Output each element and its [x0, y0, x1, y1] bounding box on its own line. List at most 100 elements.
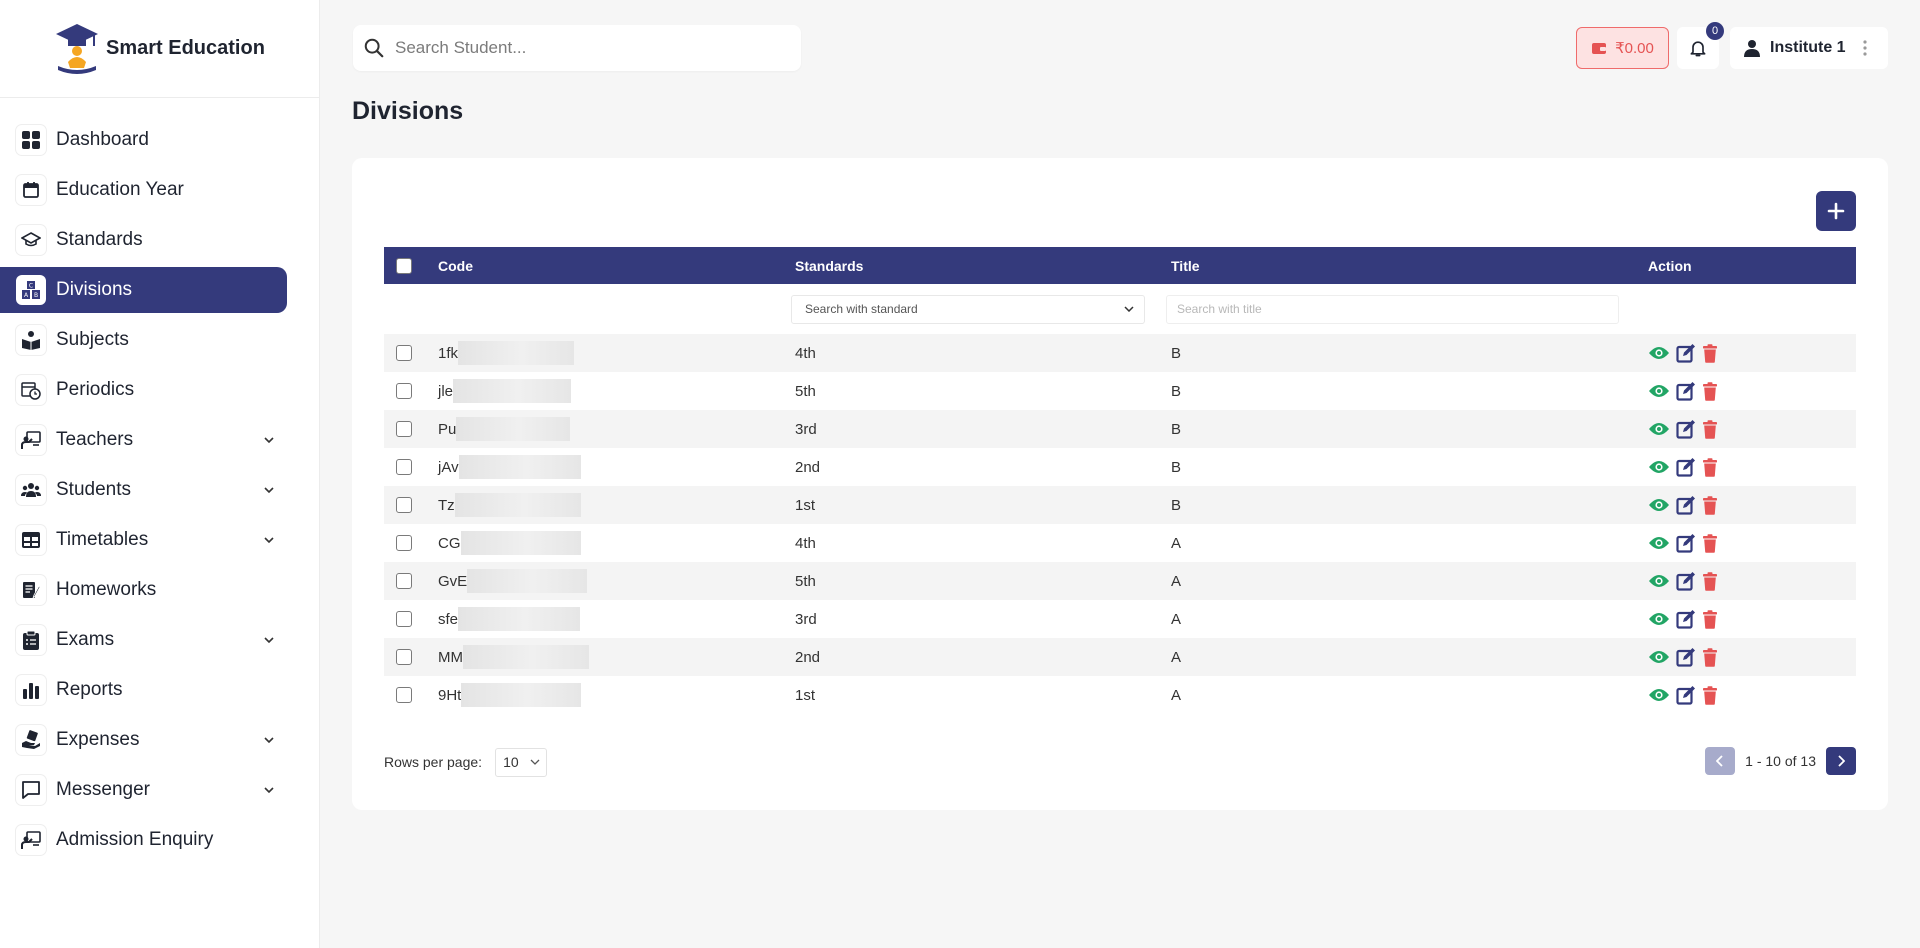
sidebar-item-teachers[interactable]: Teachers — [0, 417, 287, 463]
sidebar-item-subjects[interactable]: Subjects — [0, 317, 287, 363]
view-icon[interactable] — [1648, 497, 1670, 513]
view-icon[interactable] — [1648, 421, 1670, 437]
search-input[interactable] — [395, 38, 775, 58]
cell-standard: 2nd — [795, 648, 821, 666]
sidebar-item-divisions[interactable]: C A B Divisions — [0, 267, 287, 313]
cell-code: jle — [438, 382, 454, 400]
sidebar-item-label: Subjects — [56, 329, 129, 350]
delete-icon[interactable] — [1702, 343, 1718, 363]
standard-filter-select[interactable]: Search with standard — [791, 294, 1145, 324]
row-checkbox[interactable] — [396, 383, 412, 399]
sidebar-item-label: Exams — [56, 629, 115, 650]
view-icon[interactable] — [1648, 459, 1670, 475]
sidebar-item-reports[interactable]: Reports — [0, 667, 287, 713]
add-division-button[interactable] — [1816, 191, 1856, 231]
plus-icon — [1827, 202, 1845, 220]
select-all-checkbox[interactable] — [396, 257, 412, 274]
cell-title: A — [1171, 610, 1182, 628]
cell-standard: 5th — [795, 572, 816, 590]
view-icon[interactable] — [1648, 383, 1670, 399]
graduation-cap-icon — [16, 225, 46, 255]
redacted-blur — [458, 455, 581, 479]
delete-icon[interactable] — [1702, 533, 1718, 553]
row-checkbox[interactable] — [396, 611, 412, 627]
delete-icon[interactable] — [1702, 457, 1718, 477]
sidebar-item-periodics[interactable]: Periodics — [0, 367, 287, 413]
filter-row: Search with standard Search with title — [384, 284, 1856, 334]
title-filter-input[interactable]: Search with title — [1166, 294, 1619, 324]
edit-icon[interactable] — [1676, 343, 1696, 363]
sidebar-item-education-year[interactable]: Education Year — [0, 167, 287, 213]
delete-icon[interactable] — [1702, 381, 1718, 401]
sidebar-item-messenger[interactable]: Messenger — [0, 767, 287, 813]
view-icon[interactable] — [1648, 687, 1670, 703]
header-title[interactable]: Title — [1171, 257, 1200, 274]
notifications-button[interactable]: 0 — [1677, 22, 1724, 69]
sidebar-item-expenses[interactable]: Expenses — [0, 717, 287, 763]
cell-standard: 3rd — [795, 610, 817, 628]
edit-icon[interactable] — [1676, 495, 1696, 515]
row-checkbox[interactable] — [396, 649, 412, 665]
brand[interactable]: Smart Education — [0, 0, 319, 98]
cell-standard: 2nd — [795, 458, 821, 476]
cell-code: Pu — [438, 420, 457, 438]
delete-icon[interactable] — [1702, 571, 1718, 591]
row-checkbox[interactable] — [396, 459, 412, 475]
edit-icon[interactable] — [1676, 457, 1696, 477]
sidebar-item-label: Students — [56, 479, 131, 500]
edit-icon[interactable] — [1676, 571, 1696, 591]
sidebar-item-label: Reports — [56, 679, 123, 700]
cell-title: A — [1171, 648, 1182, 666]
edit-icon[interactable] — [1676, 419, 1696, 439]
sidebar-item-homeworks[interactable]: Homeworks — [0, 567, 287, 613]
sidebar-item-admission-enquiry[interactable]: Admission Enquiry — [0, 817, 287, 863]
delete-icon[interactable] — [1702, 609, 1718, 629]
wallet-button[interactable]: ₹0.00 — [1576, 27, 1669, 69]
edit-icon[interactable] — [1676, 533, 1696, 553]
sidebar-item-students[interactable]: Students — [0, 467, 287, 513]
user-menu[interactable]: Institute 1 — [1730, 27, 1888, 69]
chevron-down-icon — [530, 759, 540, 765]
edit-icon[interactable] — [1676, 647, 1696, 667]
kebab-menu-icon[interactable] — [1862, 39, 1868, 57]
delete-icon[interactable] — [1702, 495, 1718, 515]
sidebar-item-timetables[interactable]: Timetables — [0, 517, 287, 563]
view-icon[interactable] — [1648, 535, 1670, 551]
cell-standard: 1st — [795, 686, 816, 704]
wallet-amount: ₹0.00 — [1615, 40, 1654, 57]
svg-text:C: C — [29, 283, 33, 290]
header-standards[interactable]: Standards — [795, 257, 864, 274]
next-page-button[interactable] — [1826, 747, 1856, 775]
sidebar-item-dashboard[interactable]: Dashboard — [0, 117, 287, 163]
cell-title: A — [1171, 686, 1182, 704]
row-checkbox[interactable] — [396, 345, 412, 361]
delete-icon[interactable] — [1702, 419, 1718, 439]
prev-page-button[interactable] — [1705, 747, 1736, 775]
cell-code: MM — [438, 648, 463, 666]
delete-icon[interactable] — [1702, 647, 1718, 667]
edit-icon[interactable] — [1676, 609, 1696, 629]
row-checkbox[interactable] — [396, 535, 412, 551]
student-search[interactable] — [353, 25, 801, 71]
header-action: Action — [1648, 257, 1692, 274]
view-icon[interactable] — [1648, 611, 1670, 627]
row-checkbox[interactable] — [396, 687, 412, 703]
edit-icon[interactable] — [1676, 685, 1696, 705]
row-checkbox[interactable] — [396, 497, 412, 513]
table-row: MM 2nd A — [384, 638, 1856, 676]
brand-name: Smart Education — [106, 37, 265, 59]
view-icon[interactable] — [1648, 345, 1670, 361]
rows-per-page-select[interactable]: 10 — [495, 747, 548, 777]
sidebar-item-exams[interactable]: Exams — [0, 617, 287, 663]
delete-icon[interactable] — [1702, 685, 1718, 705]
table-row: jAv 2nd B — [384, 448, 1856, 486]
row-checkbox[interactable] — [396, 573, 412, 589]
header-code[interactable]: Code — [438, 257, 473, 274]
edit-icon[interactable] — [1676, 381, 1696, 401]
sidebar-item-label: Expenses — [56, 729, 140, 750]
view-icon[interactable] — [1648, 573, 1670, 589]
row-checkbox[interactable] — [396, 421, 412, 437]
sidebar-item-standards[interactable]: Standards — [0, 217, 287, 263]
view-icon[interactable] — [1648, 649, 1670, 665]
